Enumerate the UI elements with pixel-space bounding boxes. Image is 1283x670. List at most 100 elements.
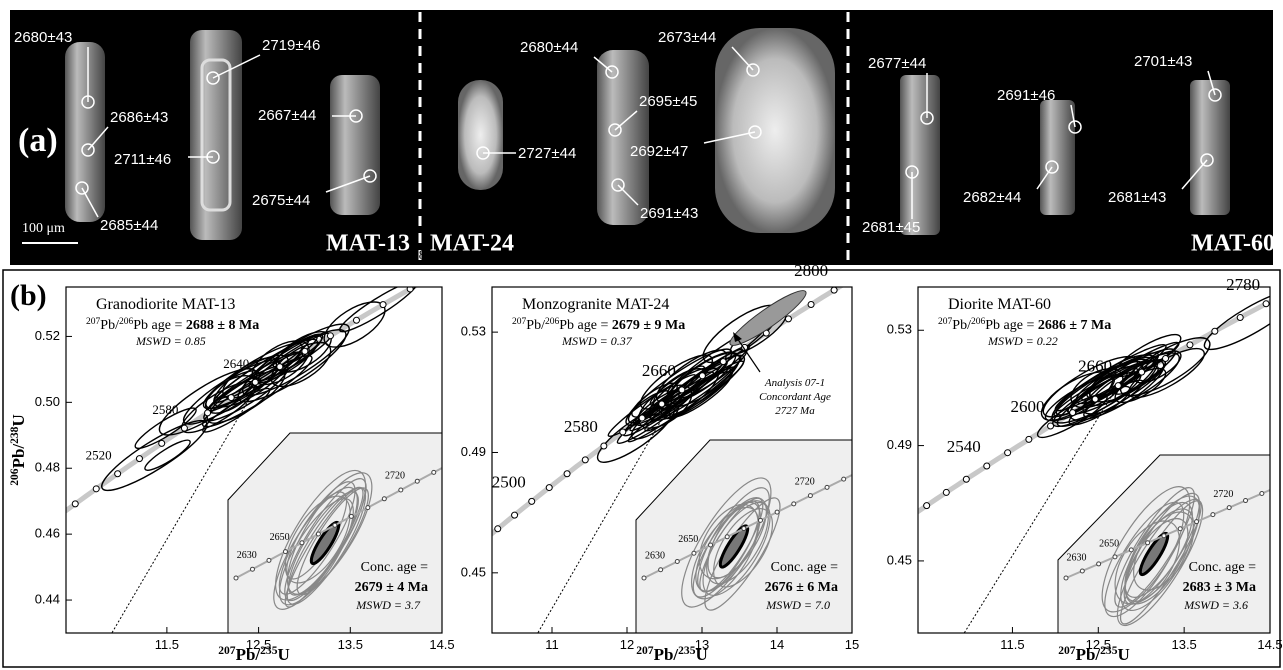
spot (349, 109, 363, 123)
ellipse (652, 368, 707, 410)
x-tick-label: 11.5 (1000, 637, 1024, 652)
t: Pb/ (526, 318, 545, 333)
concordia-point (886, 529, 892, 535)
spot-age: 2680±43 (14, 29, 72, 46)
concordia-label: 2600 (1011, 397, 1045, 416)
concordia-label: 2500 (492, 472, 526, 491)
concordia-label: 2780 (406, 247, 432, 262)
spot (608, 123, 622, 137)
ellipse (1203, 289, 1270, 351)
concordia-point (276, 363, 284, 371)
panel-label: (a) (18, 122, 58, 159)
sup: 207 (938, 317, 953, 327)
sup: 207 (86, 317, 101, 327)
sup: 235 (678, 644, 696, 657)
spot (476, 146, 490, 160)
inset-point (381, 496, 387, 502)
leader-line (325, 175, 371, 193)
sup: 235 (260, 644, 278, 657)
chart: 2630 2650 2720 Conc. age = 2683 ± 3 Ma MSWD =… (867, 275, 1283, 665)
spot-age: 2691±43 (640, 205, 698, 222)
ellipse (216, 339, 310, 400)
ellipse (644, 360, 745, 432)
age-line: 207Pb/206Pb age = 2686 ± 7 Ma (938, 317, 1111, 333)
spot (75, 181, 89, 195)
inset-point (658, 567, 664, 573)
leader-line (1207, 70, 1216, 96)
inset-ellipse (287, 491, 359, 596)
concordia-point (698, 372, 706, 380)
inset-mswd: MSWD = 7.0 (765, 598, 830, 612)
inset-point (691, 550, 697, 556)
leader-line (1070, 104, 1076, 128)
concordia-point (1236, 314, 1244, 322)
y-tick-label: 0.52 (35, 328, 60, 343)
t: Pb/ (1076, 645, 1101, 664)
x-tick-label: 14.5 (429, 637, 454, 652)
inset-point (1226, 505, 1232, 511)
sup: 206 (971, 317, 986, 327)
concordia-label: 2660 (642, 361, 676, 380)
age: 2679 ± 9 Ma (612, 318, 685, 333)
inset-point (1063, 575, 1069, 581)
ellipse (270, 341, 332, 388)
spot-age: 2675±44 (252, 192, 310, 209)
panel-label: (b) (10, 279, 47, 312)
frame (917, 286, 1271, 634)
concordia-point (867, 542, 873, 548)
leader-line (87, 126, 109, 151)
annotation: Analysis 07-1 (764, 377, 825, 389)
concordia-point (462, 553, 468, 559)
inset-ellipse (706, 500, 769, 585)
grain (1040, 100, 1075, 215)
x-tick-label: 11.5 (155, 637, 179, 652)
age: 2686 ± 7 Ma (1038, 318, 1111, 333)
age-line: 207Pb/206Pb age = 2688 ± 8 Ma (86, 317, 259, 333)
inset-ellipse (273, 486, 358, 610)
leader-line (731, 46, 754, 71)
y-tick-label: 0.46 (35, 526, 60, 541)
concordia-point (158, 439, 166, 447)
spot-age: 2673±44 (658, 29, 716, 46)
spot (1045, 160, 1059, 174)
discordia (963, 385, 1119, 633)
concordia-point (904, 516, 910, 522)
concordia-point (528, 497, 536, 505)
sample-name: MAT-13 (326, 231, 410, 257)
y-tick-label: 0.49 (887, 437, 912, 452)
inset-point (266, 557, 272, 563)
inset-label: Conc. age = (1189, 560, 1256, 575)
annotation: 2727 Ma (775, 405, 815, 417)
ellipse (1114, 333, 1182, 378)
spot (611, 178, 625, 192)
concordia-point (1162, 355, 1170, 363)
ellipse (202, 342, 303, 410)
grain (1190, 80, 1230, 215)
inset-mswd: MSWD = 3.7 (355, 598, 421, 612)
inset-label: Conc. age = (361, 560, 428, 575)
spot-age: 2682±44 (963, 189, 1021, 206)
spot (746, 63, 760, 77)
concordia-point (1047, 422, 1055, 430)
x-axis-label: 207Pb/235U (636, 644, 708, 665)
sup: 207 (1058, 644, 1076, 657)
concordia-point (942, 488, 950, 496)
inset-ellipse (1114, 520, 1181, 605)
spot-age: 2681±45 (862, 219, 920, 236)
inset-point (1194, 519, 1200, 525)
x-axis-label: 207Pb/235U (1058, 644, 1130, 665)
inset-point (249, 566, 255, 572)
inset-label: Conc. age = (771, 560, 838, 575)
inset-age: 2676 ± 6 Ma (765, 580, 838, 595)
concordia-point (545, 484, 553, 492)
t: Pb/ (654, 645, 679, 664)
concordia-point (619, 428, 627, 436)
y-tick-label: 0.53 (461, 324, 486, 339)
inset-ellipse (286, 472, 373, 595)
t: Pb age = (559, 318, 612, 333)
spot-age: 2719±46 (262, 37, 320, 54)
t: U (1117, 645, 1129, 664)
spot (206, 150, 220, 164)
concordia-point (180, 424, 188, 432)
x-tick-label: 13.5 (1171, 637, 1196, 652)
